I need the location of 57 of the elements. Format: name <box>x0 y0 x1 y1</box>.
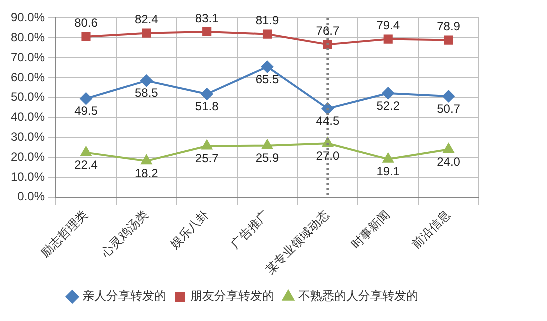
point <box>384 34 393 44</box>
data-label: 58.5 <box>134 86 159 100</box>
y-tick-label: 20.0% <box>10 150 46 164</box>
y-tick-label: 60.0% <box>10 70 46 84</box>
point <box>141 155 152 165</box>
data-label: 79.4 <box>376 18 400 33</box>
x-tick-label: 前沿信息 <box>409 208 454 252</box>
y-tick-label: 50.0% <box>10 90 46 104</box>
point <box>80 146 92 156</box>
data-label: 25.7 <box>195 152 220 166</box>
y-tick-label: 30.0% <box>10 130 46 144</box>
data-label: 65.5 <box>256 72 280 86</box>
point <box>443 144 454 154</box>
data-label: 82.4 <box>134 12 159 27</box>
point <box>201 88 214 100</box>
data-label: 24.0 <box>437 154 461 169</box>
y-tick-label: 70.0% <box>10 50 46 64</box>
data-label: 76.7 <box>316 24 340 38</box>
x-tick-label: 娱乐八卦 <box>168 208 212 252</box>
point <box>80 92 92 105</box>
data-label: 27.0 <box>316 148 340 163</box>
y-tick-label: 40.0% <box>10 110 46 124</box>
x-tick-label: 励志哲理类 <box>38 208 91 260</box>
data-label: 81.9 <box>256 14 280 28</box>
y-tick-label: 90.0% <box>10 10 46 25</box>
y-tick-label: 80.0% <box>10 30 46 44</box>
point <box>382 87 394 100</box>
data-label: 52.2 <box>376 98 400 113</box>
x-tick-label: 心灵鸡汤类 <box>98 208 151 261</box>
point <box>262 140 273 150</box>
x-tick-label: 时事新闻 <box>348 208 393 252</box>
point <box>140 74 153 87</box>
point <box>383 153 394 163</box>
data-label: 25.9 <box>256 151 280 166</box>
point <box>202 27 212 36</box>
data-label: 50.7 <box>437 102 461 116</box>
data-label: 78.9 <box>437 20 461 34</box>
legend-label: 朋友分享转发的 <box>190 289 274 304</box>
data-label: 44.5 <box>316 114 340 128</box>
point <box>262 60 274 73</box>
point <box>442 90 455 102</box>
point <box>444 36 454 45</box>
y-tick-label: 0.0% <box>18 190 46 204</box>
legend-label: 亲人分享转发的 <box>82 289 166 304</box>
data-label: 19.1 <box>376 164 400 179</box>
data-label: 22.4 <box>74 158 98 172</box>
data-label: 80.6 <box>74 16 98 30</box>
data-label: 49.5 <box>74 104 98 118</box>
point <box>82 32 91 42</box>
data-label: 18.2 <box>134 166 159 180</box>
data-label: 51.8 <box>195 100 220 114</box>
point <box>262 30 272 39</box>
data-label: 83.1 <box>195 11 220 26</box>
legend-label: 不熟悉的人分享转发的 <box>298 289 418 304</box>
y-tick-label: 10.0% <box>10 170 46 184</box>
point <box>142 28 152 38</box>
point <box>202 140 212 150</box>
